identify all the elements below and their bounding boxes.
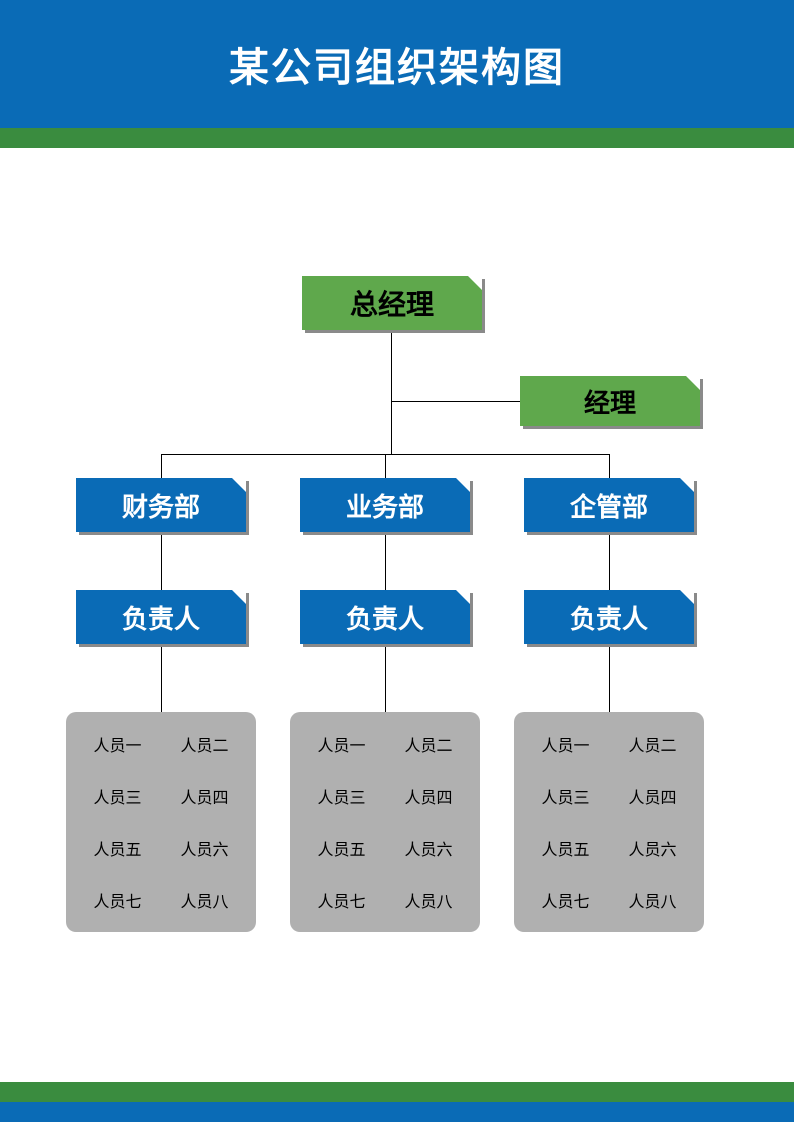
staff-item: 人员五 — [78, 836, 157, 860]
header-banner: 某公司组织架构图 — [0, 0, 794, 128]
node-lead-2: 负责人 — [300, 590, 470, 644]
footer-green-bar — [0, 1082, 794, 1102]
org-chart: 总经理 经理 财务部 业务部 企管部 负责人 负责人 负责人 人员一 人员二 人… — [0, 148, 794, 1068]
edge — [609, 644, 610, 712]
edge — [391, 401, 520, 402]
node-label: 业务部 — [346, 487, 424, 524]
node-label: 财务部 — [122, 487, 200, 524]
node-label: 负责人 — [122, 599, 200, 636]
staff-item: 人员六 — [165, 836, 244, 860]
node-lead-3: 负责人 — [524, 590, 694, 644]
edge — [161, 644, 162, 712]
node-label: 负责人 — [346, 599, 424, 636]
node-general-manager: 总经理 — [302, 276, 482, 330]
edge — [385, 644, 386, 712]
edge — [609, 454, 610, 478]
staff-item: 人员一 — [526, 732, 605, 756]
staff-item: 人员五 — [302, 836, 381, 860]
node-label: 负责人 — [570, 599, 648, 636]
staff-item: 人员一 — [78, 732, 157, 756]
staff-item: 人员二 — [165, 732, 244, 756]
node-manager: 经理 — [520, 376, 700, 426]
node-label: 企管部 — [570, 487, 648, 524]
node-dept-finance: 财务部 — [76, 478, 246, 532]
staff-item: 人员四 — [613, 784, 692, 808]
edge — [385, 454, 386, 478]
staff-item: 人员四 — [165, 784, 244, 808]
staff-item: 人员六 — [613, 836, 692, 860]
staff-item: 人员七 — [526, 888, 605, 912]
staff-item: 人员七 — [302, 888, 381, 912]
node-label: 经理 — [584, 383, 636, 420]
staff-item: 人员五 — [526, 836, 605, 860]
staff-item: 人员七 — [78, 888, 157, 912]
staff-item: 人员六 — [389, 836, 468, 860]
node-lead-1: 负责人 — [76, 590, 246, 644]
header-green-bar — [0, 128, 794, 148]
staff-box-3: 人员一 人员二 人员三 人员四 人员五 人员六 人员七 人员八 — [514, 712, 704, 932]
staff-item: 人员八 — [389, 888, 468, 912]
staff-item: 人员三 — [78, 784, 157, 808]
staff-item: 人员八 — [165, 888, 244, 912]
node-dept-admin: 企管部 — [524, 478, 694, 532]
staff-item: 人员一 — [302, 732, 381, 756]
footer-blue-bar — [0, 1102, 794, 1122]
staff-box-2: 人员一 人员二 人员三 人员四 人员五 人员六 人员七 人员八 — [290, 712, 480, 932]
edge — [609, 532, 610, 590]
staff-item: 人员四 — [389, 784, 468, 808]
staff-item: 人员二 — [389, 732, 468, 756]
staff-box-1: 人员一 人员二 人员三 人员四 人员五 人员六 人员七 人员八 — [66, 712, 256, 932]
page-title: 某公司组织架构图 — [229, 35, 565, 93]
staff-item: 人员八 — [613, 888, 692, 912]
staff-item: 人员二 — [613, 732, 692, 756]
edge — [161, 454, 162, 478]
staff-item: 人员三 — [302, 784, 381, 808]
staff-item: 人员三 — [526, 784, 605, 808]
edge — [391, 330, 392, 401]
edge — [385, 532, 386, 590]
node-dept-business: 业务部 — [300, 478, 470, 532]
node-label: 总经理 — [350, 283, 434, 323]
edge — [161, 532, 162, 590]
edge — [391, 401, 392, 454]
